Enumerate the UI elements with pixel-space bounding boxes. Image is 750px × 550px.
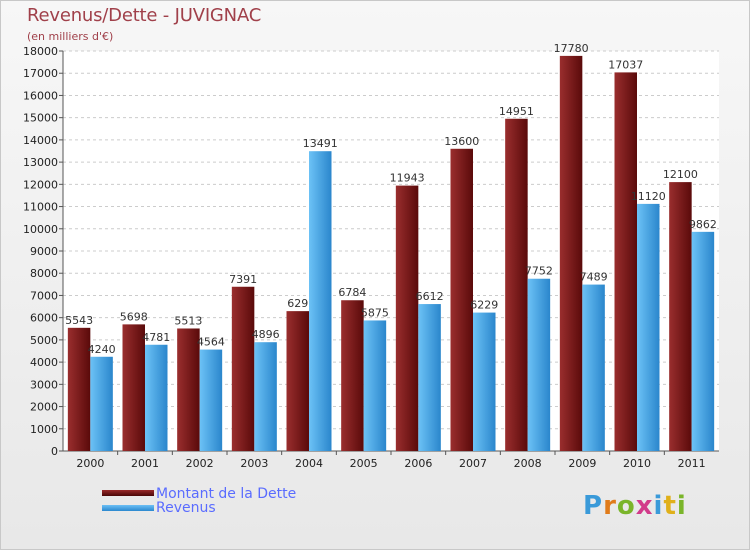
data-label-revenus: 5875 [361, 306, 389, 319]
legend-label-revenus: Revenus [156, 500, 216, 516]
x-tick-label: 2008 [514, 457, 542, 470]
x-tick-label: 2004 [295, 457, 323, 470]
legend-swatch-dette [102, 490, 154, 496]
bar-revenus [473, 312, 496, 451]
data-label-revenus: 4896 [252, 328, 280, 341]
data-label-dette: 17037 [608, 58, 643, 71]
bar-revenus [90, 356, 113, 451]
bar-revenus [582, 284, 605, 451]
bar-dette [559, 55, 583, 452]
y-tick-label: 3000 [30, 378, 58, 391]
proxiti-logo: Proxiti [583, 491, 687, 521]
y-tick-label: 9000 [30, 245, 58, 258]
bar-dette [67, 327, 91, 451]
data-label-revenus: 11120 [631, 190, 666, 203]
bar-dette [177, 328, 200, 451]
x-tick-label: 2011 [678, 457, 706, 470]
data-label-revenus: 7489 [580, 271, 608, 284]
y-tick-label: 17000 [23, 67, 58, 80]
x-tick-label: 2001 [131, 457, 159, 470]
bar-revenus [418, 304, 441, 451]
y-tick-label: 18000 [23, 45, 58, 58]
bar-dette [122, 324, 145, 451]
data-label-dette: 5543 [65, 314, 93, 327]
y-tick-label: 4000 [30, 356, 58, 369]
bar-dette [614, 72, 637, 452]
bar-dette [505, 118, 528, 451]
x-tick-label: 2000 [76, 457, 104, 470]
y-tick-label: 6000 [30, 312, 58, 325]
data-label-dette: 17780 [554, 42, 589, 55]
chart-title: Revenus/Dette - JUVIGNAC [27, 5, 262, 26]
bar-revenus [691, 231, 715, 451]
bar-dette [450, 148, 473, 451]
bar-dette [669, 182, 692, 451]
bar-revenus [637, 203, 660, 451]
data-label-revenus: 4781 [142, 331, 170, 344]
y-tick-label: 11000 [23, 201, 58, 214]
y-tick-label: 0 [51, 445, 58, 458]
x-tick-label: 2005 [350, 457, 378, 470]
data-label-dette: 13600 [444, 135, 479, 148]
y-tick-label: 5000 [30, 334, 58, 347]
data-label-dette: 6784 [338, 286, 366, 299]
y-tick-label: 12000 [23, 178, 58, 191]
data-label-dette: 11943 [390, 172, 425, 185]
data-label-revenus: 9862 [689, 218, 717, 231]
data-label-revenus: 6229 [470, 299, 498, 312]
data-label-revenus: 6612 [416, 290, 444, 303]
y-tick-label: 1000 [30, 423, 58, 436]
chart-subtitle: (en milliers d'€) [27, 30, 114, 43]
y-tick-label: 7000 [30, 289, 58, 302]
x-tick-label: 2007 [459, 457, 487, 470]
y-tick-label: 16000 [23, 89, 58, 102]
data-label-dette: 14951 [499, 105, 534, 118]
bar-revenus [145, 344, 168, 451]
data-label-revenus: 7752 [525, 265, 553, 278]
data-label-revenus: 13491 [303, 137, 338, 150]
y-tick-label: 14000 [23, 134, 58, 147]
bar-dette [341, 300, 364, 451]
data-label-revenus: 4240 [88, 343, 116, 356]
data-label-revenus: 4564 [197, 336, 225, 349]
bar-revenus [309, 151, 332, 451]
x-tick-label: 2002 [186, 457, 214, 470]
x-tick-label: 2006 [404, 457, 432, 470]
bar-revenus [254, 342, 277, 451]
data-label-dette: 5698 [120, 310, 148, 323]
y-tick-label: 8000 [30, 267, 58, 280]
y-tick-label: 10000 [23, 223, 58, 236]
y-tick-label: 13000 [23, 156, 58, 169]
data-label-dette: 5513 [174, 314, 202, 327]
bar-dette [286, 311, 309, 451]
bar-dette [231, 286, 255, 451]
bar-revenus [199, 349, 223, 451]
x-tick-label: 2003 [240, 457, 268, 470]
y-tick-label: 2000 [30, 401, 58, 414]
bar-revenus [363, 320, 387, 451]
data-label-dette: 7391 [229, 273, 257, 286]
legend-label-dette: Montant de la Dette [156, 486, 297, 502]
bar-revenus [527, 278, 551, 451]
y-tick-label: 15000 [23, 112, 58, 125]
data-label-dette: 629 [287, 297, 308, 310]
legend-swatch-revenus [102, 505, 154, 511]
data-label-dette: 12100 [663, 168, 698, 181]
bar-dette [395, 185, 419, 451]
x-tick-label: 2009 [568, 457, 596, 470]
x-tick-label: 2010 [623, 457, 651, 470]
